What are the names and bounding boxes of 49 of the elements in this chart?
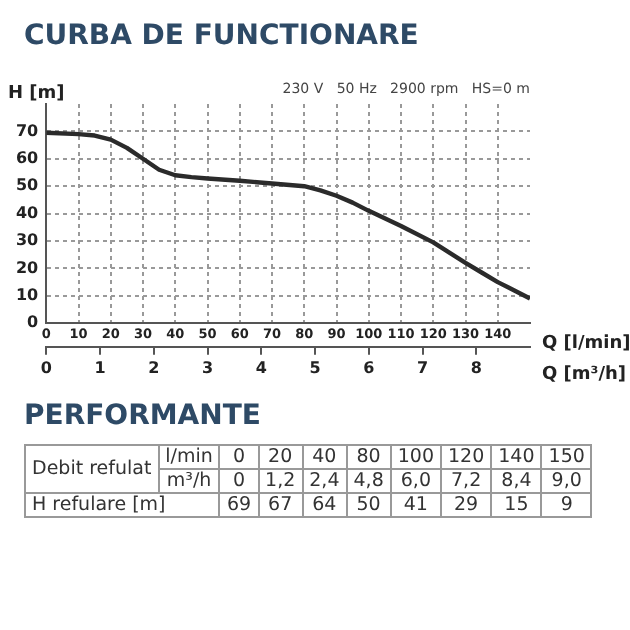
data-label: 7,2 xyxy=(441,469,492,493)
data-label: 50 xyxy=(346,493,391,517)
data-label: 4,8 xyxy=(346,469,391,493)
y-tick-label: 10 xyxy=(15,285,40,304)
data-label: 8,4 xyxy=(491,469,542,493)
x2-tick-label: 3 xyxy=(201,358,214,377)
category-label: 150 xyxy=(541,445,592,469)
category-label: 100 xyxy=(390,445,441,469)
x2-tick-label: 2 xyxy=(148,358,160,377)
legend-label: m³/h xyxy=(158,469,220,493)
y-tick-label: 50 xyxy=(15,176,40,195)
data-label: 29 xyxy=(441,493,492,517)
x2-axis-title: Q [m³/h] xyxy=(542,365,627,386)
x2-tick-label: 5 xyxy=(309,358,322,377)
text: Debit refulat xyxy=(25,445,159,493)
data-label: 69 xyxy=(219,493,259,517)
category-label: 80 xyxy=(346,445,391,469)
y-tick-label: 20 xyxy=(15,258,40,277)
data-label: 0 xyxy=(219,469,259,493)
text: H refulare [m] xyxy=(25,493,220,517)
text: l/min xyxy=(158,445,220,469)
data-label: 2,4 xyxy=(302,469,347,493)
data-label: 41 xyxy=(390,493,441,517)
x-axis-title: Q [l/min] xyxy=(542,333,630,354)
category-label: 0 xyxy=(219,445,259,469)
x2-tick-label: 7 xyxy=(416,358,429,377)
data-label: 15 xyxy=(491,493,542,517)
data-label: 6,0 xyxy=(390,469,441,493)
data-label: 9,0 xyxy=(541,469,592,493)
data-label: 67 xyxy=(258,493,303,517)
x2-tick-label: 8 xyxy=(470,358,483,377)
x2-tick-label: 1 xyxy=(94,358,107,377)
y-tick-label: 70 xyxy=(15,121,40,140)
y-tick-label: 60 xyxy=(15,148,40,167)
data-label: 64 xyxy=(302,493,347,517)
x2-tick-label: 0 xyxy=(40,358,53,377)
data-label: 1,2 xyxy=(258,469,303,493)
x2-tick-label: 4 xyxy=(255,358,268,377)
category-label: 40 xyxy=(302,445,347,469)
category-label: 20 xyxy=(258,445,303,469)
category-label: 120 xyxy=(441,445,492,469)
y-tick-label: 30 xyxy=(15,231,40,250)
chart-title: CURBA DE FUNCTIONARE xyxy=(22,20,421,52)
y-tick-label: 40 xyxy=(15,203,40,222)
category-label: 140 xyxy=(491,445,542,469)
x2-tick-label: 6 xyxy=(363,358,376,377)
y-axis-title: H [m] xyxy=(8,83,65,104)
text: PERFORMANTE xyxy=(22,400,263,432)
data-label: 9 xyxy=(541,493,592,517)
